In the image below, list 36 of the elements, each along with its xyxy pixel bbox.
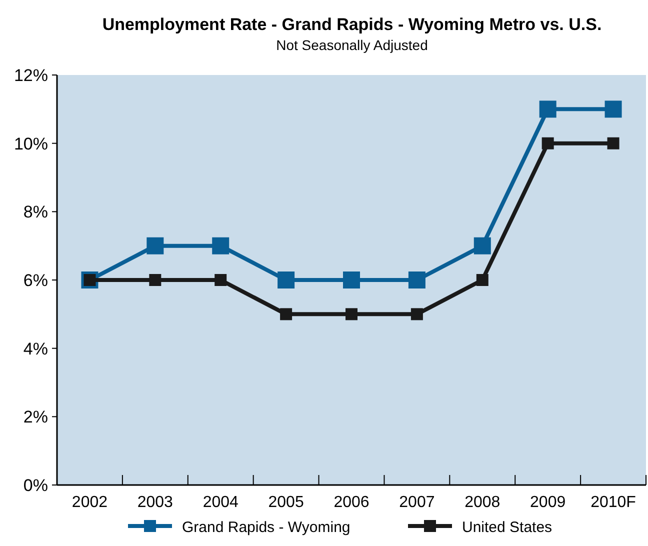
x-tick-label: 2005 bbox=[268, 494, 304, 511]
x-tick-label: 2006 bbox=[334, 494, 370, 511]
x-tick-label: 2009 bbox=[530, 494, 566, 511]
y-tick-label: 8% bbox=[23, 202, 48, 222]
y-tick-label: 6% bbox=[23, 271, 48, 290]
point bbox=[474, 237, 491, 254]
x-tick-label: 2010F bbox=[590, 494, 636, 511]
point bbox=[408, 272, 426, 288]
y-tick-label: 4% bbox=[23, 339, 48, 358]
point bbox=[542, 137, 554, 150]
point bbox=[146, 237, 164, 254]
point bbox=[343, 272, 360, 288]
y-tick-label: 0% bbox=[23, 476, 48, 495]
point bbox=[214, 274, 227, 286]
point bbox=[604, 100, 622, 118]
legend-label: Grand Rapids - Wyoming bbox=[182, 519, 350, 536]
x-tick-label: 2007 bbox=[399, 494, 435, 511]
point bbox=[476, 274, 488, 286]
x-tick-label: 2002 bbox=[72, 494, 108, 511]
x-tick-label: 2003 bbox=[137, 494, 174, 511]
x-tick-label: 2008 bbox=[464, 494, 500, 511]
point bbox=[607, 137, 620, 150]
chart-subtitle: Not Seasonally Adjusted bbox=[276, 37, 428, 53]
point bbox=[278, 272, 295, 288]
x-tick-label: 2004 bbox=[202, 494, 239, 511]
y-tick-label: 2% bbox=[23, 408, 48, 427]
y-tick-label: 12% bbox=[14, 66, 48, 85]
point bbox=[280, 308, 292, 320]
point bbox=[410, 308, 423, 320]
point bbox=[149, 274, 162, 286]
chart-title: Unemployment Rate - Grand Rapids - Wyoming Metro vs. U.S. bbox=[102, 15, 602, 34]
point bbox=[346, 308, 358, 320]
y-tick-label: 10% bbox=[14, 134, 48, 154]
legend-label: United States bbox=[462, 519, 552, 536]
point bbox=[212, 237, 230, 254]
point bbox=[539, 100, 556, 118]
